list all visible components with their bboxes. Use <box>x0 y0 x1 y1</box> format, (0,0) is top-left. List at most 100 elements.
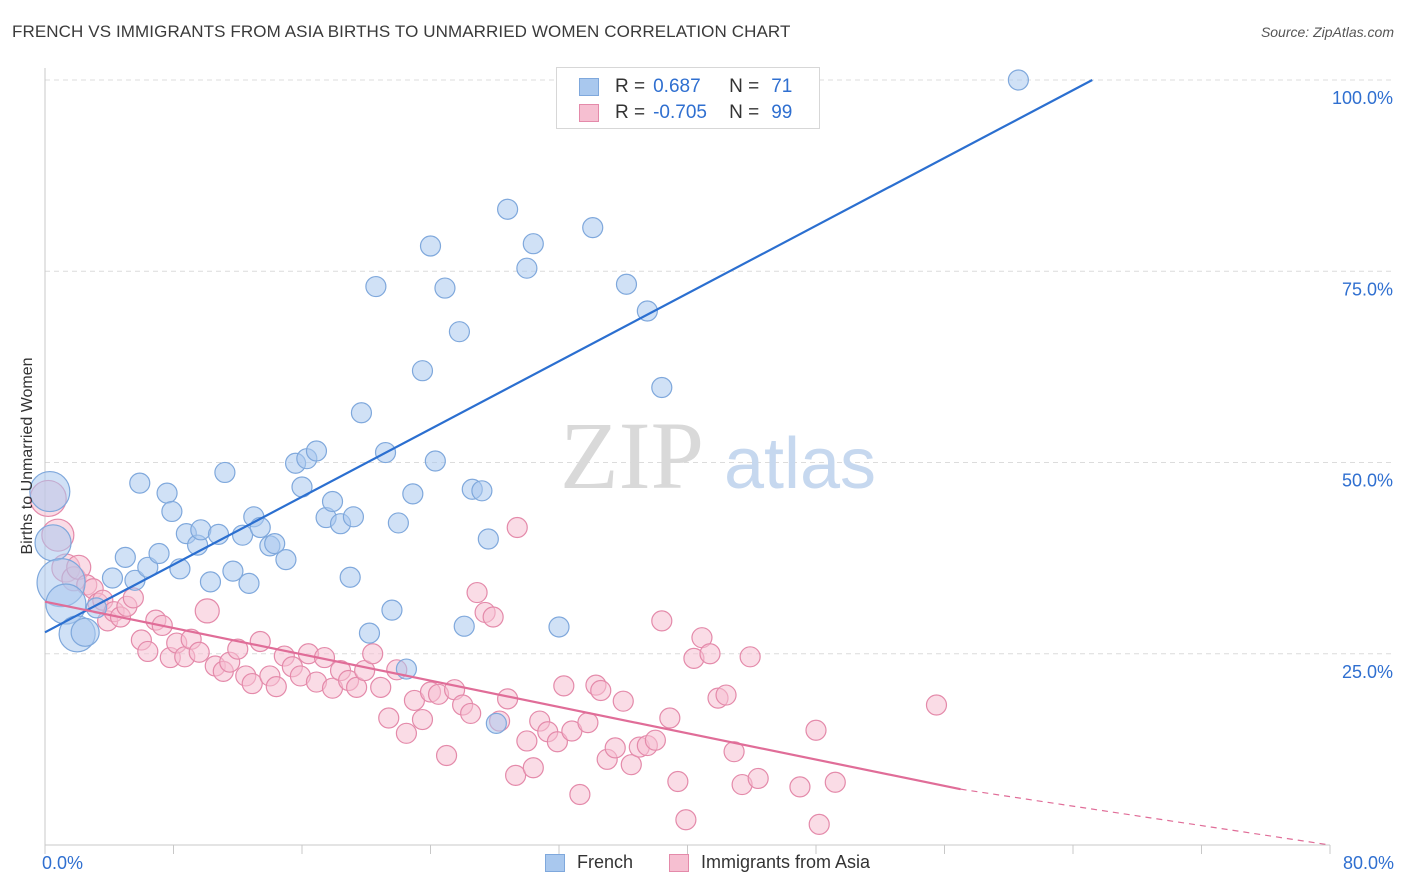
french-point <box>477 528 499 550</box>
french-point <box>358 622 381 644</box>
chart-title: FRENCH VS IMMIGRANTS FROM ASIA BIRTHS TO… <box>12 22 791 41</box>
asia-point <box>699 643 721 665</box>
french-point <box>516 257 538 279</box>
french-swatch <box>545 853 565 872</box>
french-point <box>199 571 222 593</box>
legend-row-asia: R = -0.705 N = 99 <box>557 100 792 126</box>
asia-point <box>362 643 384 665</box>
french-point <box>471 480 493 502</box>
french-point <box>522 233 544 255</box>
asia-point <box>522 757 544 779</box>
trend-lines <box>44 79 1331 846</box>
asia-swatch <box>669 853 689 872</box>
y-tick-label: 25.0% <box>1342 662 1393 682</box>
french-point <box>411 360 434 382</box>
asia-point <box>824 771 846 793</box>
legend-label-asia: Immigrants from Asia <box>701 852 871 872</box>
french-point <box>339 566 361 588</box>
asia-point <box>227 638 249 660</box>
asia-point <box>715 684 737 706</box>
french-point <box>1007 69 1029 91</box>
source-label: Source: ZipAtlas.com <box>1260 24 1394 40</box>
y-tick-label: 50.0% <box>1342 471 1393 491</box>
asia-point <box>466 581 488 604</box>
french-point <box>321 490 344 513</box>
asia-point <box>122 587 144 609</box>
french-point <box>305 440 328 462</box>
asia-point <box>739 646 761 668</box>
asia-point <box>482 606 504 628</box>
french-point <box>249 516 271 539</box>
asia-point <box>505 764 527 786</box>
watermark: ZIP atlas <box>560 402 876 509</box>
french-point <box>434 277 456 299</box>
asia-point <box>188 641 210 663</box>
french-point <box>387 512 409 534</box>
asia-point <box>411 708 434 731</box>
y-axis-label: Births to Unmarried Women <box>19 357 36 555</box>
asia-point <box>194 598 220 624</box>
asia-point <box>506 516 528 539</box>
axes <box>44 68 1331 854</box>
y-tick-label: 100.0% <box>1332 88 1393 108</box>
asia-trend-line <box>44 600 961 791</box>
y-tick-label: 75.0% <box>1342 279 1393 299</box>
asia-point <box>546 731 568 753</box>
asia-point <box>590 679 612 702</box>
french-swatch <box>579 78 599 96</box>
n-value-asia: 99 <box>771 102 793 123</box>
french-point <box>448 321 471 343</box>
french-point <box>424 450 446 472</box>
x-tick-label-min: 0.0% <box>42 853 84 873</box>
asia-point <box>667 770 689 793</box>
french-point <box>222 560 244 582</box>
asia-point <box>137 640 159 663</box>
n-label: N = <box>729 76 760 97</box>
asia-point <box>659 707 681 729</box>
asia-point <box>435 744 458 767</box>
french-point <box>453 615 475 637</box>
y-tick-labels: 25.0% 50.0% 75.0% 100.0% <box>1332 88 1393 682</box>
legend-item-asia[interactable]: Immigrants from Asia <box>669 852 870 873</box>
asia-point <box>370 676 392 699</box>
french-point <box>497 198 519 220</box>
french-point <box>615 273 638 295</box>
asia-point <box>241 672 263 695</box>
french-point <box>238 572 260 594</box>
asia-point <box>808 813 830 835</box>
legend-item-french[interactable]: French <box>545 852 633 873</box>
asia-point <box>249 630 271 653</box>
asia-point <box>789 776 811 798</box>
asia-point <box>553 675 575 697</box>
r-label: R = <box>615 102 646 123</box>
french-point <box>214 461 236 484</box>
french-point <box>365 275 387 298</box>
r-value-asia: -0.705 <box>653 102 707 123</box>
asia-point <box>516 730 538 752</box>
asia-point <box>460 702 482 725</box>
french-point <box>148 542 170 565</box>
asia-trend-extension <box>960 788 1331 846</box>
series-legend: French Immigrants from Asia <box>0 852 1406 878</box>
french-point <box>29 470 71 513</box>
r-value-french: 0.687 <box>653 76 701 97</box>
asia-point <box>569 783 591 806</box>
french-point <box>582 217 604 239</box>
french-point <box>161 500 183 523</box>
grid <box>45 79 1395 655</box>
asia-point <box>612 690 634 712</box>
french-point <box>636 300 658 322</box>
x-tick-label-max: 80.0% <box>1342 853 1394 873</box>
french-point <box>264 532 286 555</box>
legend-label-french: French <box>577 852 634 872</box>
n-value-french: 71 <box>771 76 793 97</box>
correlation-legend: R = 0.687 N = 71 R = -0.705 N = 99 <box>556 67 820 129</box>
asia-point <box>620 754 642 776</box>
french-point <box>114 546 136 568</box>
french-point <box>342 506 364 528</box>
asia-point <box>577 711 599 734</box>
asia-point <box>644 729 666 751</box>
asia-point <box>604 737 626 759</box>
watermark-zip: ZIP <box>560 402 704 509</box>
